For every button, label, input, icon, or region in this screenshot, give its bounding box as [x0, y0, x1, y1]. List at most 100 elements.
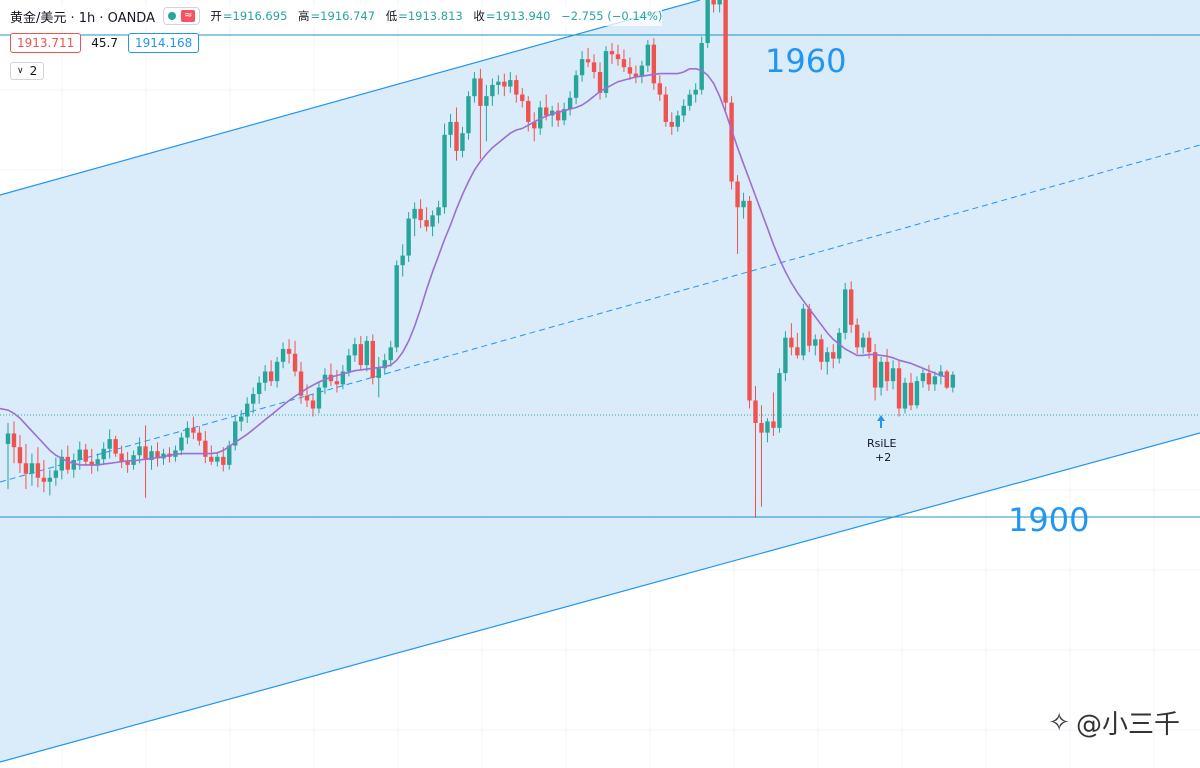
candle	[669, 112, 674, 135]
candle-body	[11, 433, 17, 448]
candle-body	[872, 352, 878, 388]
candle	[382, 353, 387, 375]
candle-body	[532, 121, 537, 129]
candle-body	[896, 368, 902, 409]
candle	[890, 360, 896, 390]
candle-body	[825, 352, 830, 362]
candle-body	[239, 416, 244, 422]
candle-body	[59, 456, 65, 471]
candle-body	[316, 387, 322, 409]
candle	[801, 303, 806, 361]
candle	[472, 72, 477, 103]
candle-body	[119, 453, 124, 462]
candle	[334, 369, 340, 393]
candle	[825, 347, 830, 375]
candle-body	[544, 107, 549, 116]
candle-body	[585, 59, 591, 63]
candle	[316, 381, 322, 414]
candle-body	[693, 89, 698, 95]
candle	[603, 46, 609, 98]
candle	[119, 445, 124, 469]
candle-body	[280, 348, 286, 362]
approx-badge: ≈	[180, 10, 196, 22]
candle-body	[101, 448, 106, 460]
candle	[723, 0, 728, 111]
candle	[687, 89, 692, 111]
level-label-1900[interactable]: 1900	[1008, 501, 1090, 539]
candle-body	[382, 360, 387, 369]
candle	[926, 365, 932, 391]
candle	[484, 84, 489, 142]
candle-body	[603, 51, 609, 93]
candle-body	[448, 121, 453, 135]
buy-button[interactable]: 1914.168	[127, 33, 200, 53]
candle	[920, 368, 926, 388]
candle	[765, 418, 770, 443]
indicators-toggle-button[interactable]: ∨ 2	[10, 62, 45, 80]
candle	[376, 357, 381, 398]
symbol-title[interactable]: 黄金/美元 · 1h · OANDA	[10, 10, 155, 26]
legend-toggle[interactable]: ≈	[162, 7, 201, 25]
candle-body	[717, 0, 722, 5]
candle-body	[561, 109, 567, 121]
candle	[448, 113, 453, 148]
candle	[771, 392, 776, 436]
chevron-down-icon: ∨	[17, 66, 24, 76]
candle-body	[155, 451, 160, 459]
level-label-1960[interactable]: 1960	[765, 42, 847, 80]
watermark-text: @小三千	[1075, 710, 1180, 740]
candle	[197, 426, 202, 446]
candle-body	[268, 371, 274, 382]
candle-body	[681, 105, 686, 116]
candle	[639, 60, 645, 84]
candle-body	[274, 361, 280, 382]
candle-body	[944, 371, 950, 388]
candle	[681, 99, 686, 122]
candle	[532, 112, 537, 142]
candle	[460, 126, 465, 158]
channel-lower-line[interactable]	[0, 432, 1200, 763]
sell-button[interactable]: 1913.711	[10, 33, 82, 53]
candle	[597, 62, 603, 100]
candle	[400, 244, 405, 277]
candle-body	[753, 400, 758, 424]
candle-body	[854, 324, 860, 348]
candle	[256, 376, 262, 404]
candle-body	[687, 94, 692, 106]
rsi-signal-marker: RsiLE +2	[867, 415, 897, 464]
candle-body	[950, 374, 956, 388]
channel-upper-line[interactable]	[0, 0, 701, 196]
candle	[370, 334, 375, 385]
candle-body	[137, 446, 142, 456]
candle-body	[71, 460, 76, 470]
candle-body	[920, 373, 926, 382]
candle	[185, 421, 190, 444]
candle-body	[185, 427, 190, 438]
candle-body	[113, 439, 118, 454]
candle	[848, 281, 854, 333]
quote-bar: 1913.711 45.7 1914.168	[10, 33, 200, 53]
candle	[71, 453, 76, 478]
candle	[711, 0, 716, 13]
candle	[795, 332, 800, 359]
candle	[83, 443, 88, 466]
candle-body	[651, 44, 657, 84]
candle-body	[639, 65, 645, 77]
candle-body	[902, 382, 908, 409]
candle-body	[777, 373, 782, 428]
candle-body	[322, 374, 328, 388]
candle-body	[801, 308, 806, 356]
candle	[478, 68, 483, 159]
candle	[693, 83, 698, 103]
candle	[813, 334, 818, 356]
candle-body	[723, 0, 728, 103]
candle-body	[735, 181, 740, 208]
candle-body	[5, 433, 11, 444]
candle	[854, 318, 860, 354]
candle-body	[860, 337, 866, 348]
candle	[741, 192, 746, 219]
candle-body	[699, 43, 704, 90]
candle-body	[29, 463, 35, 474]
